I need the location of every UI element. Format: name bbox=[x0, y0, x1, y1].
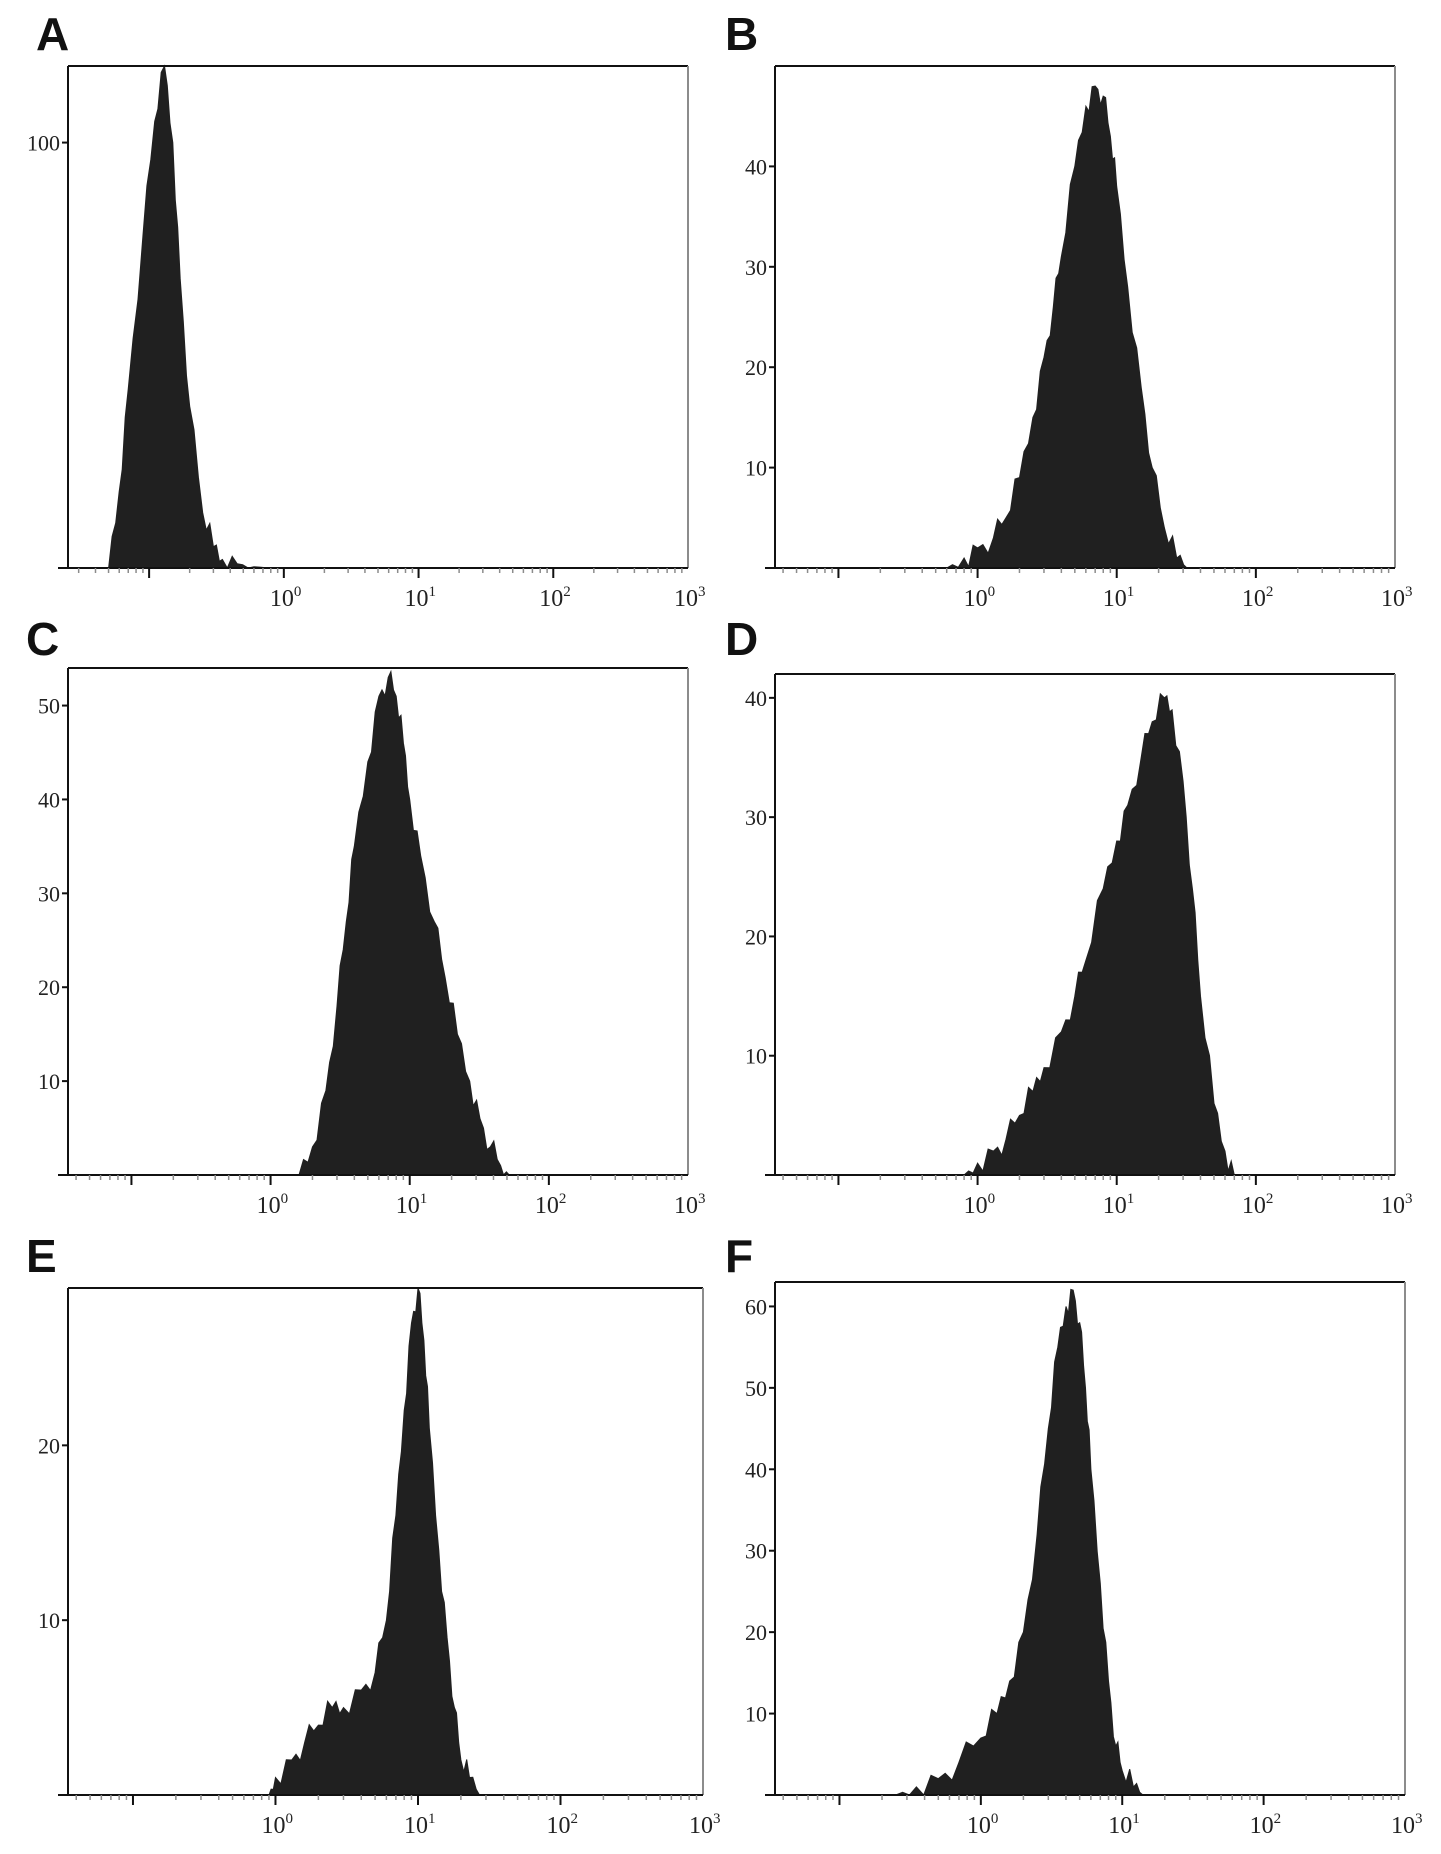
histogram-b bbox=[944, 85, 1189, 569]
y-tick-label-f: 50 bbox=[745, 1376, 767, 1401]
y-tick-label-c: 50 bbox=[38, 694, 60, 719]
y-tick-label-f: 20 bbox=[745, 1620, 767, 1645]
y-tick-label-c: 10 bbox=[38, 1069, 60, 1094]
y-tick-label-b: 20 bbox=[745, 355, 767, 380]
histogram-a bbox=[108, 64, 271, 570]
panel-e: E 10 20 100 101 102 103 bbox=[26, 1230, 721, 1839]
panel-c: C 10 20 30 40 50 100 101 102 103 bbox=[26, 613, 706, 1219]
panel-e-label: E bbox=[26, 1230, 57, 1282]
y-tick-label-c: 40 bbox=[38, 787, 60, 812]
x-tick-label-c: 100 bbox=[257, 1191, 289, 1219]
panel-a-label: A bbox=[36, 8, 69, 60]
y-tick-label-b: 30 bbox=[745, 255, 767, 280]
y-tick-label-d: 20 bbox=[745, 924, 767, 949]
y-tick-label-d: 10 bbox=[745, 1044, 767, 1069]
x-tick-label-a: 100 bbox=[270, 584, 302, 612]
x-tick-label-b: 103 bbox=[1381, 584, 1413, 612]
x-tick-label-b: 101 bbox=[1103, 584, 1135, 612]
panel-d-label: D bbox=[725, 613, 758, 665]
y-tick-label-f: 10 bbox=[745, 1702, 767, 1727]
y-tick-label-f: 30 bbox=[745, 1539, 767, 1564]
x-tick-label-e: 101 bbox=[404, 1811, 436, 1839]
x-tick-label-a: 103 bbox=[674, 584, 706, 612]
x-tick-label-c: 102 bbox=[535, 1191, 567, 1219]
x-tick-label-f: 102 bbox=[1250, 1811, 1282, 1839]
x-tick-label-d: 103 bbox=[1381, 1191, 1413, 1219]
x-tick-label-a: 101 bbox=[405, 584, 437, 612]
y-tick-label-b: 10 bbox=[745, 456, 767, 481]
x-tick-label-b: 100 bbox=[964, 584, 996, 612]
panel-d: D 10 20 30 40 100 101 102 103 bbox=[725, 613, 1413, 1219]
panel-f: F 10 20 30 40 50 60 100 101 102 103 bbox=[725, 1230, 1423, 1839]
histogram-d bbox=[962, 692, 1235, 1176]
y-tick-label-f: 40 bbox=[745, 1457, 767, 1482]
y-tick-label-f: 60 bbox=[745, 1294, 767, 1319]
y-tick-label-c: 20 bbox=[38, 975, 60, 1000]
panel-c-label: C bbox=[26, 613, 59, 665]
x-tick-label-f: 103 bbox=[1391, 1811, 1423, 1839]
histogram-e bbox=[268, 1287, 481, 1796]
panel-b-label: B bbox=[725, 8, 758, 60]
x-tick-label-a: 102 bbox=[539, 584, 571, 612]
x-tick-label-f: 101 bbox=[1108, 1811, 1140, 1839]
x-tick-label-c: 101 bbox=[396, 1191, 428, 1219]
x-tick-label-c: 103 bbox=[674, 1191, 706, 1219]
x-tick-label-e: 103 bbox=[689, 1811, 721, 1839]
y-tick-label-d: 30 bbox=[745, 805, 767, 830]
y-tick-label-d: 40 bbox=[745, 686, 767, 711]
x-tick-label-e: 100 bbox=[261, 1811, 293, 1839]
x-tick-label-e: 102 bbox=[546, 1811, 578, 1839]
panel-a: A 100 100 101 102 103 bbox=[27, 8, 706, 612]
y-tick-label-e: 10 bbox=[38, 1608, 60, 1633]
x-tick-label-d: 100 bbox=[964, 1191, 996, 1219]
panel-b: B 10 20 30 40 100 101 102 103 bbox=[725, 8, 1413, 612]
y-tick-label-e: 20 bbox=[38, 1433, 60, 1458]
x-tick-label-d: 101 bbox=[1103, 1191, 1135, 1219]
x-tick-label-f: 100 bbox=[967, 1811, 999, 1839]
x-tick-label-d: 102 bbox=[1242, 1191, 1274, 1219]
x-tick-label-b: 102 bbox=[1242, 584, 1274, 612]
histogram-c bbox=[298, 669, 511, 1176]
y-tick-label-c: 30 bbox=[38, 881, 60, 906]
panel-f-label: F bbox=[725, 1230, 753, 1282]
y-tick-label-a: 100 bbox=[27, 131, 60, 156]
y-tick-label-b: 40 bbox=[745, 154, 767, 179]
histogram-f bbox=[895, 1288, 1145, 1796]
